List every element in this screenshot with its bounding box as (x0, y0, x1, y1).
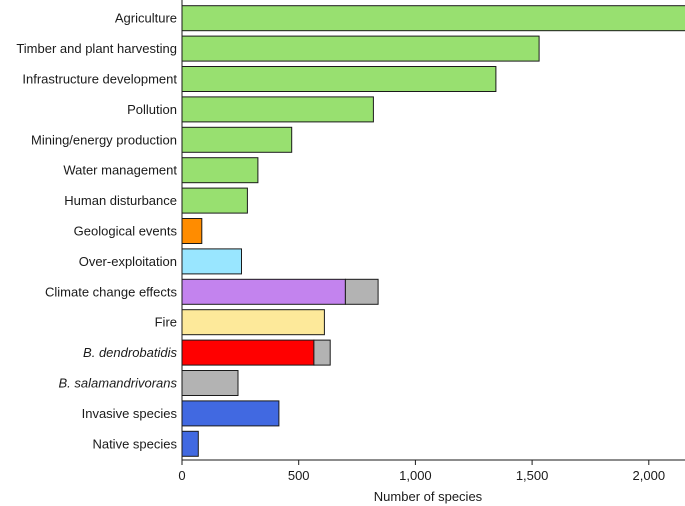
x-tick-label: 1,500 (516, 468, 549, 483)
category-label-mining-energy-production: Mining/energy production (31, 132, 177, 147)
category-label-fire: Fire (155, 315, 177, 330)
category-label-native-species: Native species (92, 436, 177, 451)
bar-climate-change-effects-seg-1 (181, 278, 346, 305)
bar-agriculture (181, 5, 685, 32)
category-label-agriculture: Agriculture (115, 11, 177, 26)
x-axis-title: Number of species (374, 489, 483, 504)
bar-b-salamandrivorans (181, 370, 239, 396)
category-label-climate-change-effects: Climate change effects (45, 284, 177, 299)
category-label-timber-and-plant-harvesting: Timber and plant harvesting (16, 41, 177, 56)
bars-group (181, 5, 685, 457)
bar-native-species (181, 430, 199, 457)
bar-b-dendrobatidis-seg-1 (181, 339, 315, 366)
x-tick-label: 2,000 (633, 468, 666, 483)
category-label-geological-events: Geological events (74, 224, 178, 239)
bar-mining-energy-production (181, 126, 293, 153)
x-tick-label: 0 (178, 468, 185, 483)
category-label-b-dendrobatidis: B. dendrobatidis (83, 345, 177, 360)
bar-over-exploitation (181, 248, 242, 275)
category-label-water-management: Water management (63, 163, 177, 178)
bar-b-dendrobatidis-seg-2 (313, 339, 331, 366)
bar-fire (181, 309, 325, 336)
category-label-invasive-species: Invasive species (82, 406, 178, 421)
category-label-infrastructure-development: Infrastructure development (22, 72, 177, 87)
bar-geological-events (181, 218, 203, 244)
category-label-over-exploitation: Over-exploitation (79, 254, 177, 269)
x-tick-label: 500 (288, 468, 310, 483)
bar-climate-change-effects-seg-2 (344, 278, 379, 305)
category-label-b-salamandrivorans: B. salamandrivorans (59, 376, 178, 391)
x-tick-label: 1,000 (399, 468, 432, 483)
category-label-human-disturbance: Human disturbance (64, 193, 177, 208)
category-labels-group: Agriculture Timber and plant harvesting In… (16, 11, 177, 452)
bar-invasive-species (181, 400, 280, 427)
x-ticks-group: 0 500 1,000 1,500 2,000 (178, 460, 665, 483)
bar-infrastructure-development (181, 66, 497, 92)
bar-timber-and-plant-harvesting (181, 35, 540, 62)
bar-human-disturbance (181, 187, 248, 214)
bar-pollution (181, 96, 374, 123)
category-label-pollution: Pollution (127, 102, 177, 117)
bar-water-management (181, 157, 259, 184)
